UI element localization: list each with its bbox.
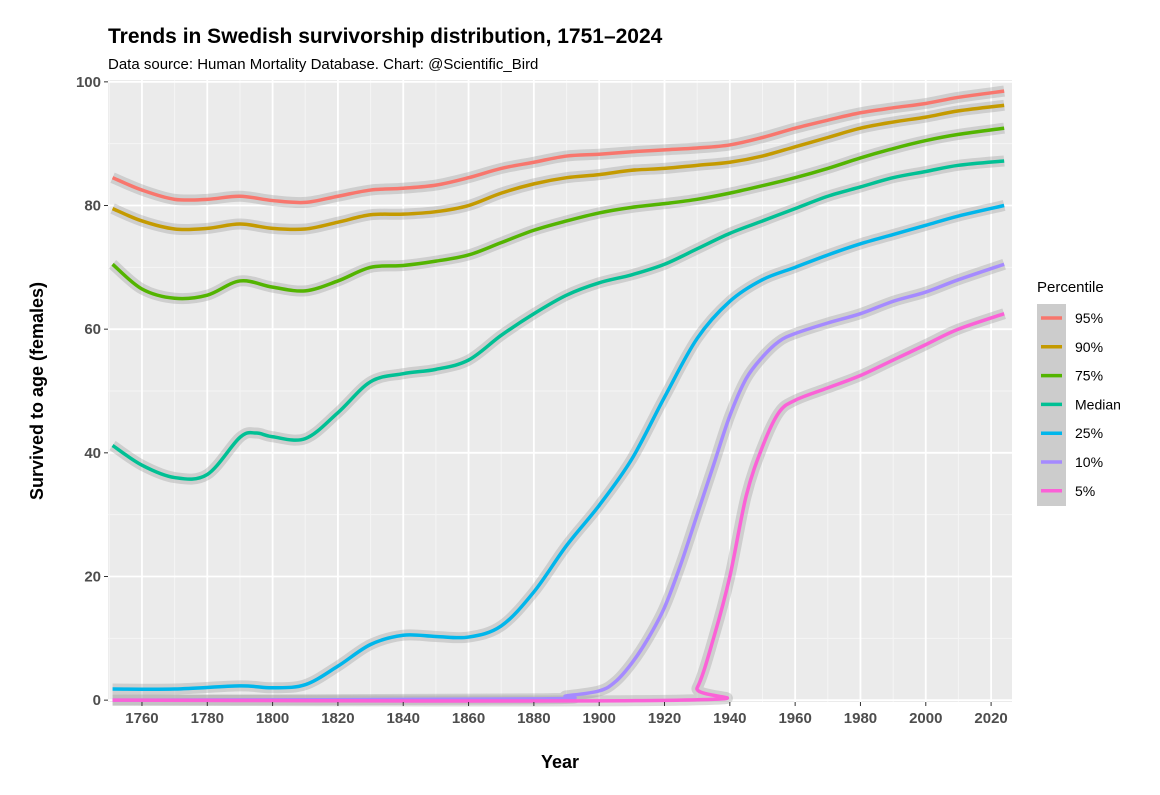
series-line-median <box>111 159 1005 481</box>
y-tick-label: 20 <box>84 568 101 585</box>
x-tick-label: 1880 <box>517 710 550 727</box>
chart-subtitle: Data source: Human Mortality Database. C… <box>108 56 538 73</box>
x-tick-label: 2020 <box>974 710 1007 727</box>
gridlines <box>108 80 1012 702</box>
x-tick-label: 1760 <box>125 710 158 727</box>
x-tick-label: 1840 <box>387 710 420 727</box>
x-tick-label: 1920 <box>648 710 681 727</box>
y-axis-label: Survived to age (females) <box>27 282 47 500</box>
x-tick-label: 2000 <box>909 710 942 727</box>
series-line-75pct <box>111 126 1005 301</box>
y-axis: 0 20 40 60 80 100 <box>76 74 108 709</box>
legend-title: Percentile <box>1037 279 1104 296</box>
legend-label: 75% <box>1075 368 1103 384</box>
y-tick-label: 100 <box>76 74 101 91</box>
legend-label: 95% <box>1075 310 1103 326</box>
series-lines <box>111 89 1005 703</box>
x-tick-label: 1900 <box>583 710 616 727</box>
x-tick-label: 1800 <box>256 710 289 727</box>
y-tick-label: 80 <box>84 198 101 215</box>
legend-label: 25% <box>1075 425 1103 441</box>
series-line-10pct <box>112 262 1005 702</box>
x-tick-label: 1860 <box>452 710 485 727</box>
series-line-95pct <box>111 89 1005 205</box>
x-tick-label: 1820 <box>321 710 354 727</box>
legend-label: 10% <box>1075 454 1103 470</box>
series-line-90pct <box>111 103 1005 232</box>
legend-label: 5% <box>1075 483 1095 499</box>
legend-label: Median <box>1075 396 1121 412</box>
x-tick-label: 1780 <box>191 710 224 727</box>
x-axis: 1760 1780 1800 1820 1840 1860 1880 1900 1920 1940… <box>125 702 1008 727</box>
y-tick-label: 0 <box>93 692 101 709</box>
y-tick-label: 60 <box>84 321 101 338</box>
series-line-5pct <box>112 312 1005 703</box>
y-tick-label: 40 <box>84 445 101 462</box>
legend: Percentile 95% 90% 75% Median 25% 10% 5% <box>1037 279 1121 506</box>
x-axis-label: Year <box>541 752 579 772</box>
x-tick-label: 1960 <box>778 710 811 727</box>
legend-label: 90% <box>1075 339 1103 355</box>
chart-title: Trends in Swedish survivorship distribut… <box>108 25 663 48</box>
x-tick-label: 1940 <box>713 710 746 727</box>
series-line-25pct <box>112 203 1005 691</box>
x-tick-label: 1980 <box>844 710 877 727</box>
